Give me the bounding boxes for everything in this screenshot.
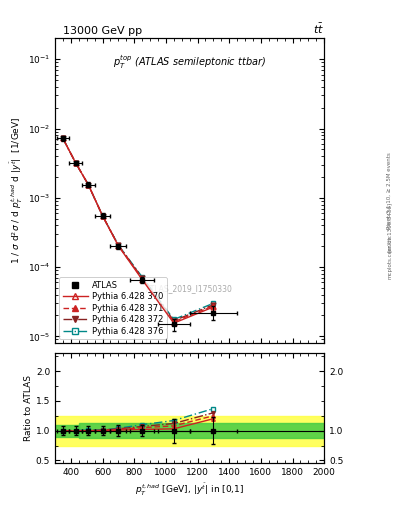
Text: $t\bar{t}$: $t\bar{t}$	[313, 22, 324, 36]
Y-axis label: 1 / $\sigma$ d$^2\sigma$ / d $p_T^{t,had}$ d $|y^{\bar{t}}|$  [1/GeV]: 1 / $\sigma$ d$^2\sigma$ / d $p_T^{t,had…	[9, 117, 25, 264]
Text: Rivet 3.1.10, ≥ 2.5M events: Rivet 3.1.10, ≥ 2.5M events	[387, 153, 392, 229]
Text: 13000 GeV pp: 13000 GeV pp	[63, 26, 142, 36]
Text: [arXiv:1306.3436]: [arXiv:1306.3436]	[387, 202, 392, 251]
Y-axis label: Ratio to ATLAS: Ratio to ATLAS	[24, 375, 33, 441]
Text: mcplots.cern.ch: mcplots.cern.ch	[387, 236, 392, 279]
Bar	[55, 424, 79, 437]
Bar	[79, 423, 324, 438]
Legend: ATLAS, Pythia 6.428 370, Pythia 6.428 371, Pythia 6.428 372, Pythia 6.428 376: ATLAS, Pythia 6.428 370, Pythia 6.428 37…	[59, 277, 167, 339]
Text: $p_T^{top}$ (ATLAS semileptonic ttbar): $p_T^{top}$ (ATLAS semileptonic ttbar)	[113, 54, 266, 72]
Bar	[55, 416, 324, 445]
X-axis label: $p_T^{t,had}$ [GeV], $|y^{\bar{t}}|$ in [0,1]: $p_T^{t,had}$ [GeV], $|y^{\bar{t}}|$ in …	[135, 481, 244, 498]
Text: ATLAS_2019_I1750330: ATLAS_2019_I1750330	[146, 284, 233, 293]
